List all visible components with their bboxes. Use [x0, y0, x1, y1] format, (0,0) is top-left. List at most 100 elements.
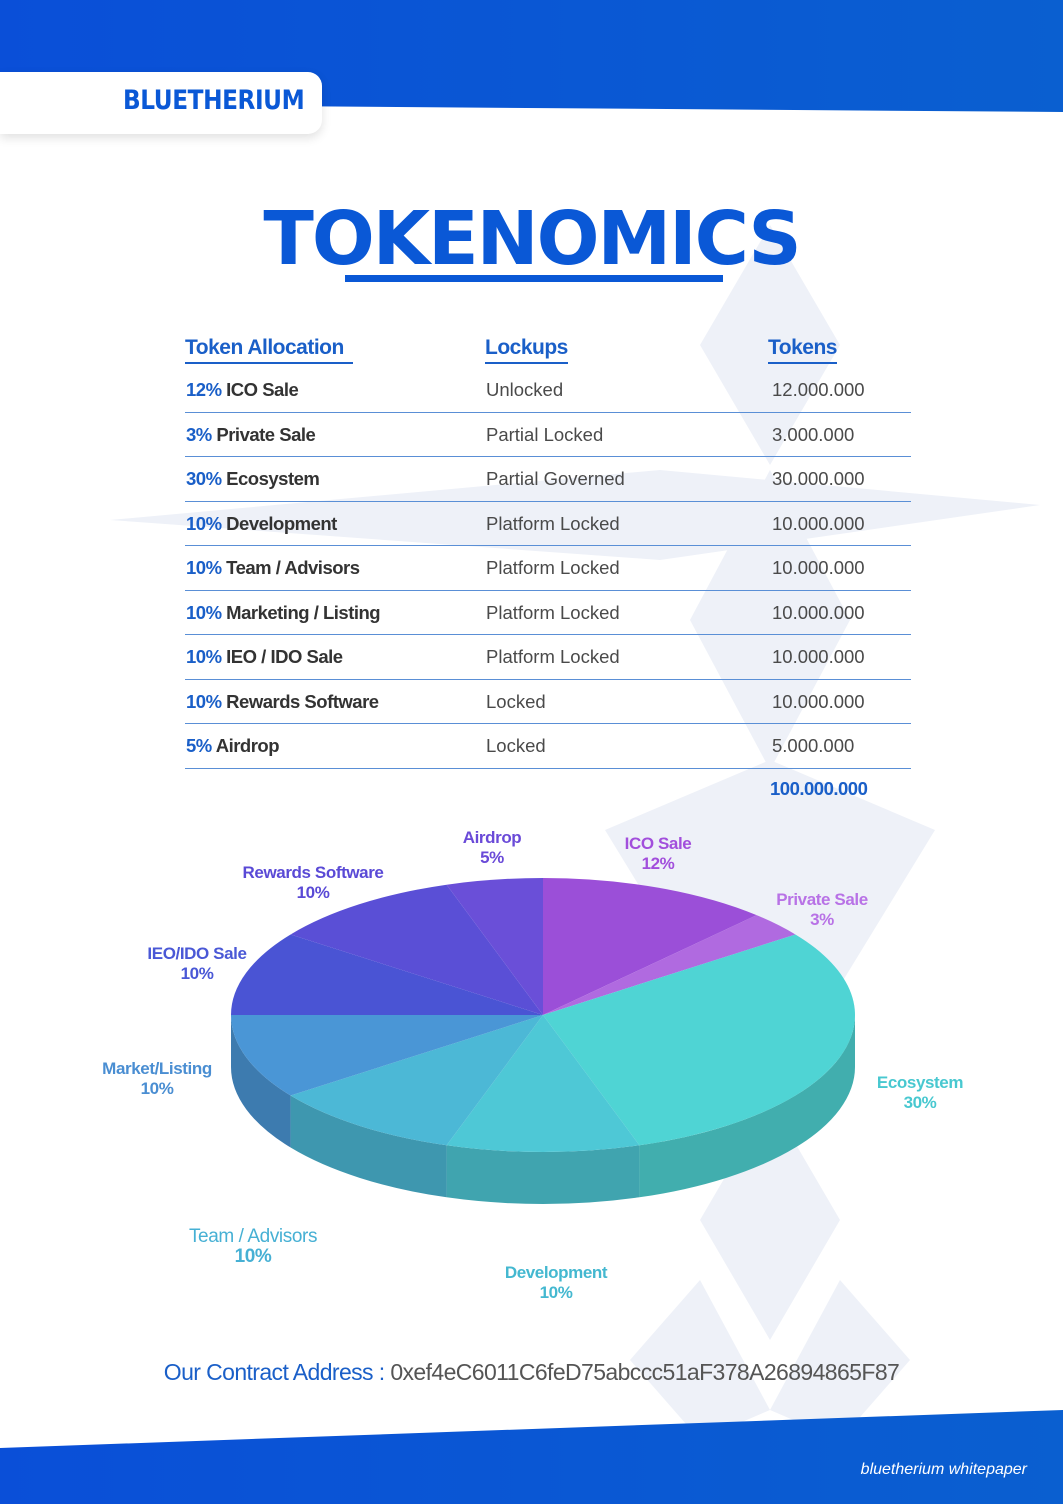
contract-address-line: Our Contract Address : 0xef4eC6011C6feD7…	[0, 1359, 1063, 1386]
pie-label-name: Private Sale	[776, 890, 868, 909]
allocation-pie-chart	[231, 878, 856, 1205]
table-row: 5% Airdrop Locked 5.000.000	[185, 724, 911, 769]
column-header-lockups: Lockups	[485, 336, 568, 364]
allocation-cell: 12% ICO Sale	[186, 379, 299, 401]
pie-slice-development	[446, 1015, 640, 1153]
pie-label-ecosystem: Ecosystem 30%	[876, 1073, 964, 1113]
pie-label-team-advisors: Team / Advisors 10%	[188, 1226, 318, 1267]
allocation-cell: 10% Team / Advisors	[186, 557, 360, 579]
column-header-allocation: Token Allocation	[185, 336, 353, 364]
table-row: 10% Marketing / Listing Platform Locked …	[185, 591, 911, 635]
contract-address-value[interactable]: 0xef4eC6011C6feD75abccc51aF378A26894865F…	[390, 1359, 900, 1385]
lockup-cell: Locked	[486, 735, 546, 756]
allocation-name: Private Sale	[216, 423, 316, 445]
allocation-name: Airdrop	[215, 735, 280, 756]
pie-label-name: Team / Advisors	[188, 1226, 318, 1247]
footer-text: bluetherium whitepaper	[860, 1461, 1027, 1478]
allocation-name: Ecosystem	[226, 468, 320, 489]
pie-slice-ico-sale	[543, 878, 757, 1015]
tokens-cell: 10.000.000	[772, 601, 865, 623]
contract-address-label: Our Contract Address :	[163, 1359, 385, 1385]
tokens-cell: 10.000.000	[772, 512, 865, 534]
pie-side-team-advisors	[290, 1095, 447, 1198]
pie-slice-ieo-ido-sale	[231, 934, 543, 1015]
brand-logo-text: BLUETHERIUM	[123, 85, 305, 116]
pie-label-ieo-ido-sale: IEO/IDO Sale 10%	[147, 944, 247, 984]
allocation-percent: 10%	[186, 557, 222, 578]
allocation-name: Rewards Software	[226, 690, 379, 712]
allocation-percent: 10%	[186, 646, 222, 667]
allocation-percent: 12%	[186, 379, 222, 400]
brand-tab	[0, 72, 322, 134]
allocation-table: 12% ICO Sale Unlocked 12.000.000 3% Priv…	[185, 368, 911, 769]
pie-label-ico-sale: ICO Sale 12%	[625, 834, 692, 874]
allocation-percent: 10%	[186, 690, 222, 712]
pie-label-private-sale: Private Sale 3%	[776, 890, 868, 930]
title-underline	[345, 275, 723, 282]
allocation-cell: 10% Rewards Software	[186, 691, 379, 713]
pie-side-market-listing	[231, 1015, 291, 1148]
allocation-percent: 30%	[186, 468, 222, 489]
pie-label-name: Ecosystem	[876, 1073, 964, 1092]
pie-slice-ecosystem	[543, 934, 856, 1146]
pie-slice-airdrop	[446, 878, 543, 1015]
pie-label-percent: 3%	[810, 910, 834, 929]
pie-label-percent: 10%	[539, 1283, 573, 1302]
pie-slice-private-sale	[543, 915, 796, 1015]
lockup-cell: Platform Locked	[486, 512, 620, 534]
allocation-percent: 10%	[186, 512, 222, 534]
pie-side-ecosystem	[639, 1015, 855, 1198]
lockup-cell: Partial Locked	[486, 423, 604, 445]
allocation-cell: 10% Development	[186, 513, 337, 535]
column-header-tokens: Tokens	[768, 336, 837, 364]
pie-side-development	[446, 1145, 640, 1205]
allocation-name: Development	[226, 512, 337, 534]
table-row: 10% Rewards Software Locked 10.000.000	[185, 680, 911, 724]
pie-label-name: Rewards Software	[242, 863, 384, 882]
tokens-cell: 30.000.000	[772, 468, 865, 489]
pie-label-percent: 12%	[641, 854, 675, 873]
pie-label-percent: 10%	[296, 883, 330, 902]
allocation-name: IEO / IDO Sale	[226, 646, 343, 667]
allocation-name: Team / Advisors	[226, 557, 360, 578]
lockup-cell: Locked	[486, 690, 546, 712]
tokens-cell: 10.000.000	[772, 557, 865, 578]
page-title: TOKENOMICS	[263, 196, 801, 282]
tokens-cell: 10.000.000	[772, 646, 865, 667]
table-row: 12% ICO Sale Unlocked 12.000.000	[185, 368, 911, 413]
pie-label-percent: 10%	[180, 964, 214, 983]
pie-label-name: Development	[504, 1263, 608, 1282]
pie-label-name: Market/Listing	[102, 1059, 212, 1078]
allocation-name: ICO Sale	[226, 379, 299, 400]
pie-side-walls	[231, 1015, 855, 1205]
lockup-cell: Platform Locked	[486, 646, 620, 667]
pie-slice-market-listing	[231, 1015, 543, 1096]
lockup-cell: Partial Governed	[486, 468, 625, 489]
allocation-percent: 5%	[186, 735, 212, 756]
allocation-percent: 3%	[186, 423, 212, 445]
pie-label-percent: 5%	[480, 848, 504, 867]
pie-label-percent: 30%	[903, 1093, 937, 1112]
tokens-cell: 10.000.000	[772, 690, 865, 712]
allocation-cell: 10% Marketing / Listing	[186, 601, 381, 624]
total-tokens: 100.000.000	[770, 778, 868, 799]
allocation-cell: 3% Private Sale	[186, 423, 316, 446]
pie-label-percent: 10%	[234, 1246, 272, 1267]
lockup-cell: Platform Locked	[486, 557, 620, 578]
pie-label-airdrop: Airdrop 5%	[463, 828, 522, 868]
pie-label-rewards-software: Rewards Software 10%	[243, 863, 384, 903]
lockup-cell: Platform Locked	[486, 601, 620, 623]
table-row: 10% IEO / IDO Sale Platform Locked 10.00…	[185, 635, 911, 680]
pie-label-development: Development 10%	[504, 1263, 608, 1303]
allocation-percent: 10%	[186, 601, 222, 623]
table-row: 3% Private Sale Partial Locked 3.000.000	[185, 413, 911, 457]
lockup-cell: Unlocked	[486, 379, 564, 400]
pie-label-name: Airdrop	[462, 828, 522, 847]
allocation-name: Marketing / Listing	[226, 601, 381, 623]
pie-label-name: IEO/IDO Sale	[147, 944, 247, 963]
pie-label-name: ICO Sale	[624, 834, 692, 853]
table-row: 10% Development Platform Locked 10.000.0…	[185, 502, 911, 546]
allocation-cell: 5% Airdrop	[186, 735, 280, 757]
allocation-cell: 10% IEO / IDO Sale	[186, 646, 343, 668]
pie-label-market-listing: Market/Listing 10%	[102, 1059, 212, 1099]
